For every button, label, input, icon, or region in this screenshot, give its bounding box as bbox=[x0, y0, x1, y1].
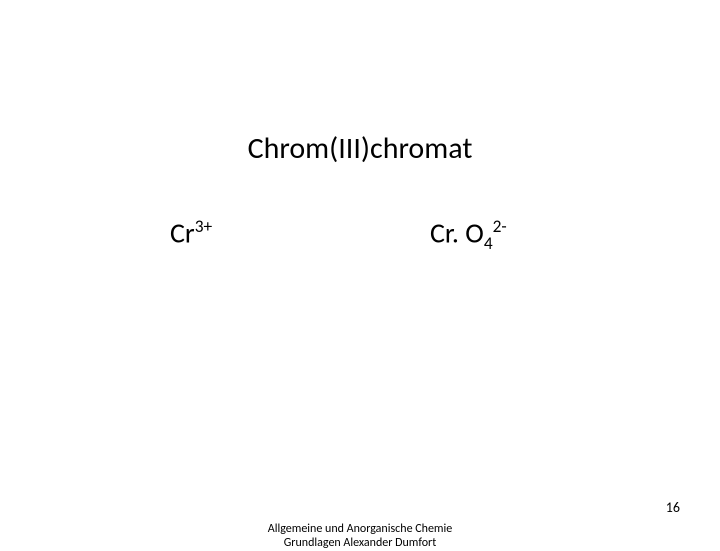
formula-cation: Cr3+ bbox=[170, 215, 212, 250]
footer-line-1: Allgemeine und Anorganische Chemie bbox=[268, 522, 452, 536]
formula-anion-charge: 2- bbox=[493, 215, 507, 237]
formula-cation-charge: 3+ bbox=[195, 215, 212, 237]
footer-line-2: Grundlagen Alexander Dumfort bbox=[268, 536, 452, 550]
formula-anion-base: Cr. O bbox=[430, 215, 484, 250]
formula-cation-base: Cr bbox=[170, 215, 195, 250]
formula-anion: Cr. O42- bbox=[430, 215, 507, 254]
slide: Chrom(III)chromat Cr3+ Cr. O42- Allgemei… bbox=[0, 0, 720, 540]
footer-text: Allgemeine und Anorganische Chemie Grund… bbox=[268, 522, 452, 551]
page-number: 16 bbox=[666, 499, 680, 516]
slide-title: Chrom(III)chromat bbox=[0, 130, 720, 167]
formula-anion-subscript: 4 bbox=[484, 232, 493, 254]
